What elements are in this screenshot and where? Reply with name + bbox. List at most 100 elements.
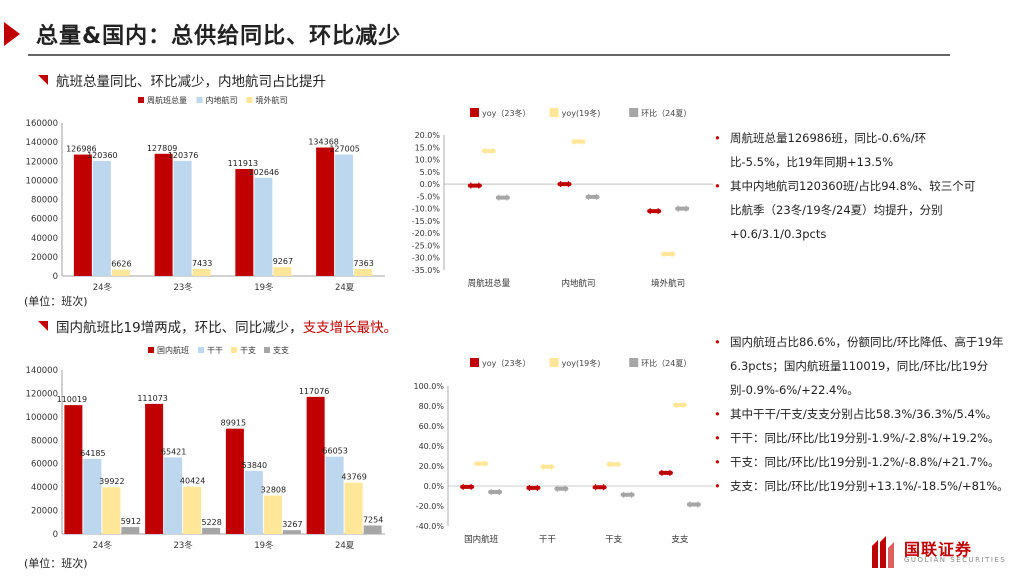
y-tick-label: 100000 — [26, 176, 58, 186]
data-label: 5912 — [121, 517, 141, 526]
bar — [183, 486, 202, 534]
x-tick-label: 24夏 — [335, 541, 355, 550]
data-label: 32808 — [261, 486, 286, 495]
x-tick-label: 19冬 — [254, 282, 274, 293]
bullet-list-bottom: 国内航班占比86.6%，份额同比/环比降低、高于19年6.3pcts；国内航班量… — [714, 330, 1014, 498]
bar — [273, 267, 292, 276]
y-tick-label: -25.0% — [412, 241, 441, 250]
x-tick-label: 19冬 — [254, 540, 274, 550]
growth-chart-total-flights: yoy（23冬） yoy(19冬) 环比（24夏） -35.0% -30.0% -25.0… — [412, 108, 713, 289]
legend-label: 环比（24夏） — [641, 358, 691, 368]
data-label: 111913 — [228, 159, 259, 168]
y-tick-label: 140000 — [26, 366, 58, 376]
legend-label: 环比（24夏） — [641, 108, 691, 118]
section-heading-2-text: 国内航班比19增两成，环比、同比减少， — [56, 320, 303, 336]
y-tick-label: 40.0% — [419, 442, 445, 451]
legend-swatch — [246, 97, 253, 103]
y-tick-label: 160000 — [26, 119, 58, 129]
y-tick-label: 40000 — [31, 483, 58, 493]
bar — [92, 160, 111, 276]
y-tick-label: 100000 — [26, 413, 58, 423]
x-tick-label: 24冬 — [93, 540, 113, 550]
data-label: 40424 — [180, 477, 205, 486]
y-tick-label: 0.0% — [420, 180, 441, 189]
data-label: 53840 — [242, 461, 267, 470]
y-tick-label: 60000 — [31, 460, 58, 470]
bar — [316, 147, 335, 276]
data-label: 110019 — [57, 395, 88, 404]
marker — [474, 461, 489, 466]
growth-chart-domestic-flights: yoy（23冬） yoy(19冬) 环比（24夏） -40.0% -20.0% 0.0% 2… — [413, 358, 713, 545]
bar — [192, 268, 211, 276]
y-tick-label: -35.0% — [412, 266, 441, 275]
y-tick-label: 80000 — [31, 436, 58, 446]
data-label: 111073 — [137, 394, 168, 403]
bar — [344, 482, 363, 534]
data-label: 127005 — [329, 145, 360, 154]
bar-chart-domestic-flights: 国内航班 干干 干支 支支 0 20000 40000 60000 80000 100000 120… — [26, 345, 385, 550]
legend-label: 干干 — [207, 346, 223, 355]
legend-swatch — [629, 108, 639, 117]
y-tick-label: -5.0% — [417, 192, 441, 201]
bar — [164, 457, 183, 534]
marker — [658, 470, 673, 475]
y-tick-label: -20.0% — [412, 229, 441, 238]
marker — [571, 139, 586, 144]
data-label: 65421 — [161, 447, 186, 456]
bar — [173, 160, 192, 276]
bar — [254, 177, 273, 276]
legend-label: yoy（23冬） — [482, 358, 531, 368]
y-tick-label: 20.0% — [419, 462, 445, 471]
logo-icon — [872, 536, 894, 568]
section-heading-2: 国内航班比19增两成，环比、同比减少，支支增长最快。 — [38, 316, 397, 336]
y-tick-label: -30.0% — [412, 254, 441, 263]
section-heading-1: 航班总量同比、环比减少，内地航司占比提升 — [38, 70, 326, 90]
legend-label: 周航班总量 — [147, 95, 187, 105]
data-label: 9267 — [273, 257, 293, 266]
data-label: 7363 — [353, 259, 373, 268]
y-tick-label: 80000 — [31, 196, 58, 206]
y-tick-label: 20.0% — [415, 131, 441, 140]
x-tick-label: 24冬 — [93, 282, 113, 293]
bar — [325, 456, 344, 534]
legend-swatch — [470, 108, 479, 117]
bar — [335, 154, 354, 276]
legend-label: 干支 — [240, 345, 256, 355]
legend-label: 境外航司 — [256, 95, 288, 105]
y-tick-label: 120000 — [26, 389, 58, 399]
data-label: 43769 — [341, 473, 366, 482]
marker — [686, 502, 701, 507]
legend-swatch — [198, 347, 204, 353]
section-heading-2-highlight: 支支增长最快。 — [302, 320, 398, 336]
bullet-item: 支支：同比/环比/比19分别+13.1%/-18.5%/+81%。 — [714, 474, 1014, 498]
legend-swatch — [138, 97, 144, 103]
bar — [111, 269, 130, 276]
legend-swatch — [148, 347, 154, 353]
bar — [121, 527, 140, 534]
bar — [225, 428, 244, 534]
legend-swatch — [470, 358, 479, 367]
bar — [154, 153, 173, 276]
marker — [557, 182, 572, 187]
page-title: 总量&国内：总供给同比、环比减少 — [36, 24, 402, 49]
y-tick-label: 10.0% — [415, 156, 441, 165]
bar — [363, 525, 382, 534]
x-tick-label: 24夏 — [335, 283, 355, 293]
y-tick-label: 0.0% — [424, 482, 445, 491]
x-tick-label: 国内航班 — [464, 534, 499, 545]
marker — [647, 209, 662, 214]
bar — [263, 495, 282, 534]
legend-label: 国内航班 — [157, 345, 189, 355]
data-label: 7254 — [363, 516, 383, 525]
bullet-item: 干支：同比/环比/比19分别-1.2%/-8.8%/+21.7%。 — [714, 450, 1014, 474]
marker — [661, 252, 676, 257]
legend-swatch — [629, 358, 639, 367]
legend-swatch — [264, 347, 270, 353]
y-tick-label: 120000 — [26, 157, 58, 167]
legend-label: 内地航司 — [206, 95, 238, 105]
marker — [467, 183, 482, 188]
bar — [73, 154, 92, 276]
y-tick-label: 20000 — [31, 507, 58, 517]
marker — [675, 206, 690, 211]
data-label: 117076 — [299, 387, 330, 396]
